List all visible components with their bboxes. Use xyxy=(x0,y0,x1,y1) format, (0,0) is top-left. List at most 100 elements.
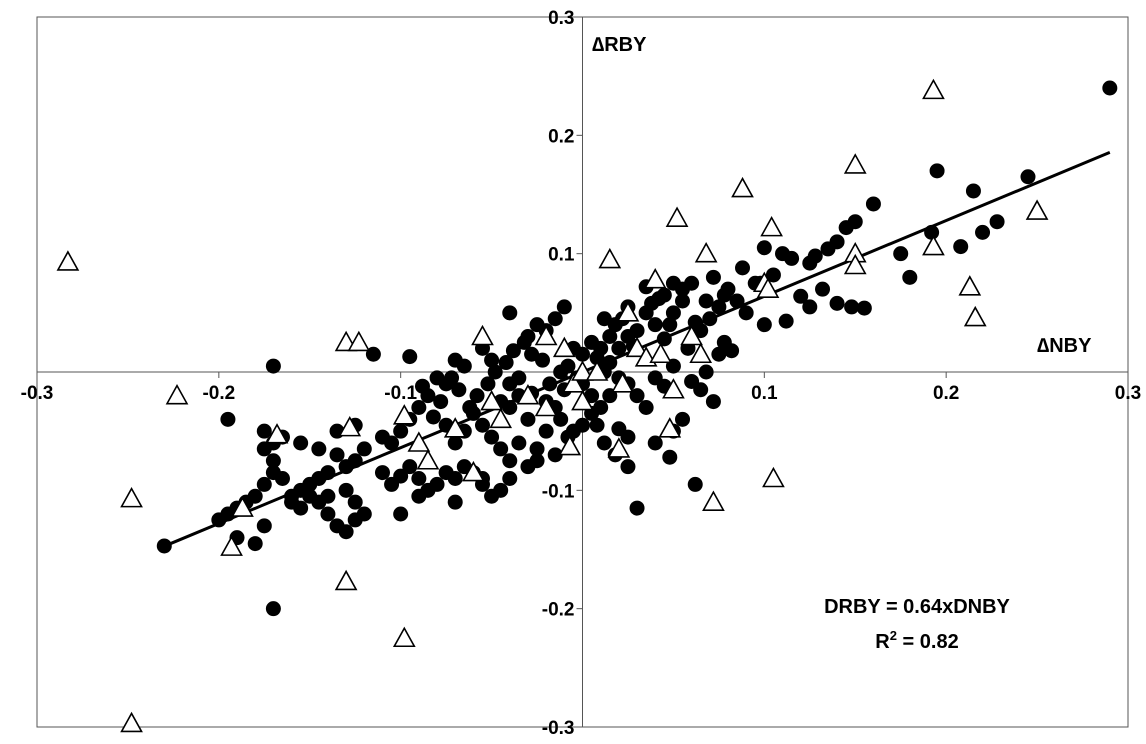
data-point-circle xyxy=(711,299,727,315)
data-point-circle xyxy=(965,183,981,199)
y-tick-label: 0 xyxy=(564,363,575,384)
data-point-triangle xyxy=(562,372,585,393)
data-point-circle xyxy=(589,417,605,433)
data-point-circle xyxy=(647,317,663,333)
x-tick-label: -0.1 xyxy=(384,383,417,404)
data-point-circle xyxy=(447,435,463,451)
data-point-circle xyxy=(338,482,354,498)
data-point-circle xyxy=(529,453,545,469)
data-point-circle xyxy=(902,269,918,285)
data-point-circle xyxy=(1020,169,1036,185)
data-point-triangle xyxy=(598,247,622,269)
y-axis-label: ∆RBY xyxy=(592,34,647,56)
data-point-triangle xyxy=(120,486,143,508)
data-point-circle xyxy=(675,281,691,297)
data-point-triangle xyxy=(231,496,254,517)
data-point-circle xyxy=(265,465,281,481)
x-tick-label: -0.3 xyxy=(21,383,54,404)
data-point-triangle xyxy=(1025,199,1049,220)
data-point-circle xyxy=(265,453,281,469)
data-point-circle xyxy=(429,476,445,492)
data-point-circle xyxy=(347,512,363,528)
data-point-circle xyxy=(802,255,818,271)
data-point-triangle xyxy=(56,250,80,271)
y-tick-label: -0.1 xyxy=(542,481,575,502)
x-tick-label: -0.2 xyxy=(202,383,235,404)
data-point-triangle xyxy=(471,324,494,346)
data-point-triangle xyxy=(165,384,189,405)
data-point-circle xyxy=(393,468,409,484)
data-point-circle xyxy=(247,536,263,552)
data-point-circle xyxy=(538,423,554,439)
data-point-triangle xyxy=(443,417,467,438)
data-point-triangle xyxy=(552,336,576,358)
data-point-circle xyxy=(829,295,845,311)
data-point-circle xyxy=(735,260,751,276)
data-point-circle xyxy=(778,313,794,329)
data-point-circle xyxy=(265,358,281,374)
data-point-circle xyxy=(702,311,718,327)
data-point-triangle xyxy=(756,277,780,298)
data-point-triangle xyxy=(120,711,143,733)
data-point-circle xyxy=(302,488,318,504)
data-point-circle xyxy=(584,388,600,404)
data-point-circle xyxy=(484,352,500,368)
data-point-triangle xyxy=(607,437,631,458)
data-point-circle xyxy=(433,394,449,410)
data-point-circle xyxy=(293,435,309,451)
data-point-circle xyxy=(338,459,354,475)
data-point-circle xyxy=(989,214,1005,230)
x-tick-label: 0.3 xyxy=(1115,383,1141,404)
data-point-circle xyxy=(284,488,300,504)
data-point-triangle xyxy=(760,215,783,237)
data-point-circle xyxy=(553,364,569,380)
y-tick-label: -0.3 xyxy=(542,718,575,739)
data-point-circle xyxy=(596,435,612,451)
data-point-triangle xyxy=(558,434,582,456)
data-point-circle xyxy=(402,349,418,365)
data-point-triangle xyxy=(616,301,640,322)
data-point-circle xyxy=(320,488,336,504)
data-point-circle xyxy=(487,364,503,380)
data-point-triangle xyxy=(649,342,673,364)
data-point-circle xyxy=(374,429,390,445)
data-point-circle xyxy=(474,417,490,433)
data-point-circle xyxy=(338,524,354,540)
data-point-circle xyxy=(347,494,363,510)
data-point-triangle xyxy=(392,404,416,425)
data-point-circle xyxy=(520,329,536,344)
data-point-circle xyxy=(838,220,854,236)
data-point-circle xyxy=(638,400,654,415)
data-point-circle xyxy=(589,350,605,366)
data-point-circle xyxy=(620,459,636,475)
data-point-circle xyxy=(547,447,563,463)
data-point-circle xyxy=(844,299,860,315)
data-point-circle xyxy=(620,329,636,344)
data-point-triangle xyxy=(694,242,718,263)
data-point-circle xyxy=(542,376,558,392)
data-point-triangle xyxy=(680,324,703,346)
data-point-circle xyxy=(451,382,467,398)
data-point-triangle xyxy=(585,360,609,381)
data-point-triangle xyxy=(689,342,713,364)
data-point-circle xyxy=(511,370,527,386)
data-point-circle xyxy=(493,441,509,457)
data-point-triangle xyxy=(702,490,725,511)
data-point-circle xyxy=(802,299,818,315)
data-point-circle xyxy=(447,494,463,510)
data-point-triangle xyxy=(416,449,440,470)
data-point-circle xyxy=(311,441,327,457)
data-point-circle xyxy=(756,317,772,333)
data-point-circle xyxy=(329,447,345,463)
data-point-triangle xyxy=(347,330,371,352)
data-point-circle xyxy=(738,305,754,321)
data-point-circle xyxy=(493,482,509,498)
data-point-circle xyxy=(687,314,703,330)
data-point-circle xyxy=(675,293,691,309)
data-point-circle xyxy=(953,239,969,255)
data-point-circle xyxy=(256,518,272,534)
data-point-circle xyxy=(484,429,500,445)
data-point-triangle xyxy=(338,415,362,437)
data-point-circle xyxy=(447,352,463,368)
data-point-triangle xyxy=(843,153,867,174)
